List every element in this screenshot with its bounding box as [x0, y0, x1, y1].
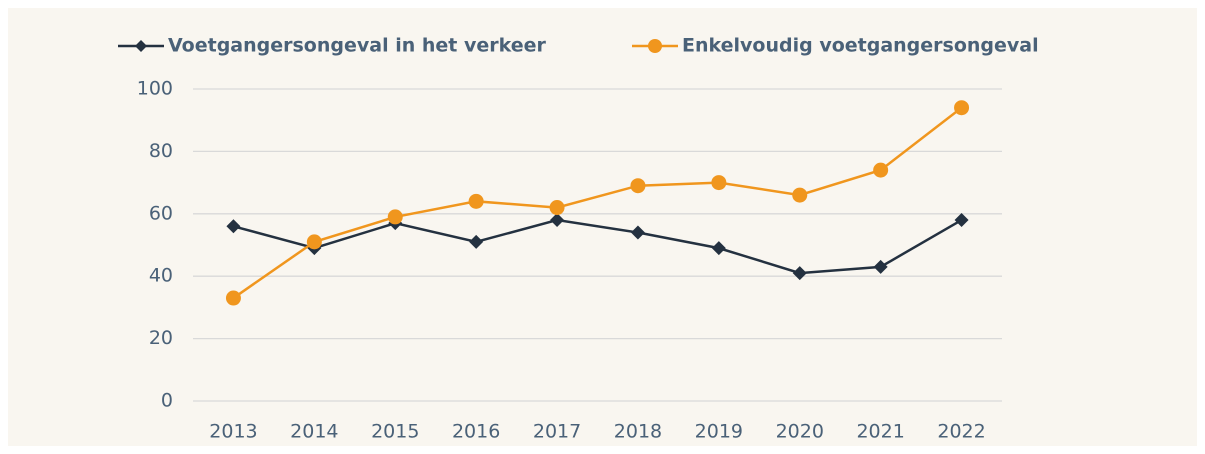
series-line — [233, 218, 963, 275]
x-tick-label: 2021 — [856, 421, 904, 443]
data-point — [792, 266, 807, 281]
data-point — [630, 225, 645, 240]
data-point — [792, 187, 808, 203]
x-tick-label: 2016 — [452, 421, 500, 443]
x-tick-label: 2018 — [614, 421, 662, 443]
y-tick-label: 60 — [149, 202, 173, 224]
data-point — [225, 290, 241, 306]
x-tick-label: 2019 — [695, 421, 743, 443]
x-tick-label: 2017 — [533, 421, 581, 443]
series-line — [232, 106, 963, 300]
legend-label: Enkelvoudig voetgangersongeval — [682, 35, 1039, 57]
data-point — [711, 241, 726, 256]
data-point — [873, 162, 889, 178]
y-tick-label: 0 — [161, 390, 173, 412]
data-point — [387, 209, 403, 225]
y-tick-label: 40 — [149, 265, 173, 287]
legend-marker — [135, 40, 147, 52]
data-point — [630, 178, 646, 194]
data-point — [954, 213, 969, 228]
y-tick-label: 80 — [149, 140, 173, 162]
legend-label: Voetgangersongeval in het verkeer — [168, 35, 547, 57]
data-point — [711, 175, 727, 191]
x-tick-label: 2014 — [290, 421, 338, 443]
y-tick-label: 100 — [137, 78, 173, 100]
x-tick-label: 2013 — [209, 421, 257, 443]
y-tick-label: 20 — [149, 327, 173, 349]
x-tick-label: 2015 — [371, 421, 419, 443]
data-point — [549, 200, 565, 216]
data-point — [954, 100, 970, 116]
data-point — [468, 193, 484, 209]
legend-marker — [648, 39, 662, 53]
x-tick-label: 2020 — [776, 421, 824, 443]
data-point — [226, 219, 241, 234]
data-point — [550, 213, 565, 228]
data-point — [469, 234, 484, 249]
data-point — [873, 259, 888, 274]
x-tick-label: 2022 — [937, 421, 985, 443]
data-point — [306, 234, 322, 250]
